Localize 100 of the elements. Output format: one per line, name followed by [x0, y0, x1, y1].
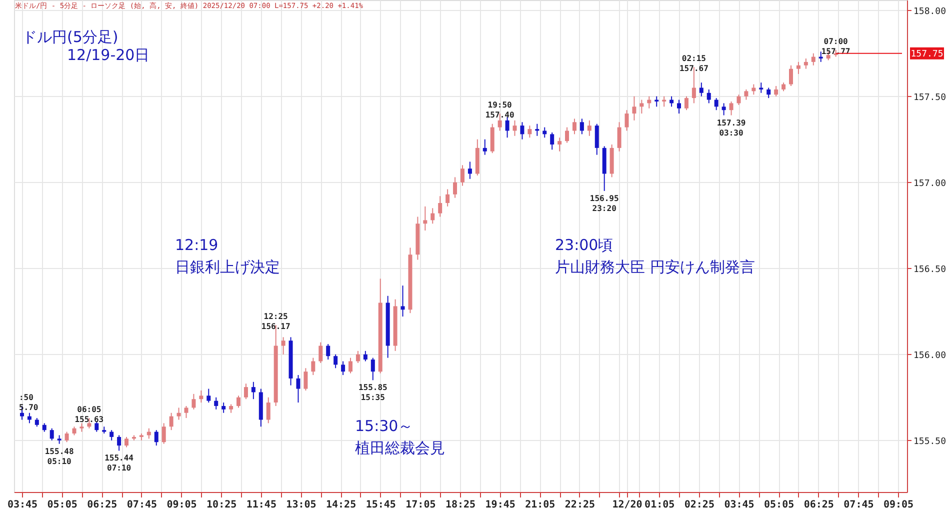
candlestick — [214, 396, 218, 410]
candlestick — [318, 342, 323, 364]
x-tick-label: 05:05 — [47, 500, 78, 510]
candlestick — [512, 120, 517, 136]
candlestick — [363, 350, 368, 362]
x-tick-label: 09:05 — [166, 500, 197, 510]
candlestick — [222, 402, 226, 414]
candlestick — [64, 431, 69, 443]
candlestick — [251, 381, 256, 400]
x-tick-label: 22:25 — [564, 500, 596, 510]
candlestick — [176, 407, 181, 420]
candlestick — [244, 383, 248, 400]
candlestick — [804, 58, 808, 70]
x-tick-label: 05:05 — [764, 500, 794, 510]
candlestick — [542, 126, 547, 138]
x-tick-label: 17:05 — [406, 500, 436, 510]
candlestick — [266, 396, 270, 424]
annotation: 日銀利上げ決定 — [175, 258, 280, 276]
candlestick — [311, 357, 316, 376]
candlestick — [565, 126, 570, 144]
candlestick — [580, 118, 584, 135]
candlestick — [594, 123, 599, 156]
x-tick-label: 14:25 — [326, 500, 356, 510]
candlestick — [423, 206, 428, 232]
annotation: 155.48 05:10 — [44, 446, 74, 466]
candlestick — [199, 390, 204, 404]
candlestick — [446, 188, 450, 207]
x-tick-label: 03:45 — [724, 500, 754, 510]
candlestick — [296, 374, 300, 404]
candlestick — [370, 357, 375, 381]
candlestick — [400, 285, 405, 318]
candlestick — [50, 428, 54, 441]
candlestick — [744, 88, 748, 100]
x-tick-label: 07:45 — [844, 500, 874, 510]
candlestick — [729, 100, 734, 116]
candlestick — [124, 436, 129, 448]
candlestick — [677, 99, 682, 114]
candlestick — [796, 61, 800, 74]
annotation: 02:15 157.67 — [679, 54, 709, 74]
y-tick-label: 156.50 — [914, 264, 946, 275]
candlestick — [162, 422, 166, 444]
y-tick-label: 156.00 — [914, 350, 946, 361]
candlestick — [117, 434, 122, 452]
annotation: 19:50 157.40 — [485, 100, 514, 120]
candlestick — [528, 125, 532, 138]
candlestick — [326, 344, 330, 360]
text: ドル円(5分足) 12/19-20日 — [22, 28, 150, 64]
candlestick — [468, 161, 472, 180]
candlestick — [699, 82, 704, 97]
candlestick — [617, 122, 622, 152]
candlestick — [722, 102, 726, 116]
candlestick — [206, 388, 211, 404]
candlestick — [110, 430, 114, 441]
annotation: 12:19 — [175, 236, 218, 254]
x-tick-label: 21:05 — [525, 500, 556, 510]
y-tick-label: 155.50 — [914, 436, 946, 447]
x-tick-label: 15:45 — [366, 500, 396, 510]
x-tick-label: 19:45 — [485, 500, 516, 510]
x-tick-label: 01:05 — [644, 500, 675, 510]
ref-line-label: 157.75 — [910, 49, 944, 60]
candlestick — [505, 116, 510, 138]
y-tick-label: 158.00 — [914, 6, 946, 17]
candlestick — [482, 138, 487, 156]
candlestick — [356, 350, 360, 364]
candlestick — [430, 208, 435, 224]
x-tick-label: 06:25 — [87, 500, 118, 510]
candlestick — [811, 52, 816, 66]
candlestick — [154, 430, 158, 446]
candlestick — [752, 84, 756, 96]
x-tick-label: 12/20 — [612, 500, 642, 510]
x-tick-label: 03:45 — [7, 500, 38, 510]
candlestick — [587, 120, 592, 136]
annotation: 156.95 23:20 — [590, 194, 619, 213]
candlestick — [184, 405, 188, 419]
candlestick — [572, 118, 576, 135]
annotation: 15:30～ — [355, 417, 414, 435]
candlestick — [460, 164, 464, 186]
candlestick — [706, 88, 711, 104]
candlestick — [759, 82, 764, 94]
x-tick-label: 09:05 — [883, 500, 914, 510]
candlestick — [94, 420, 99, 432]
candlestick — [453, 176, 458, 198]
candlestick — [736, 94, 741, 106]
candlestick — [558, 137, 562, 152]
candlestick — [341, 360, 346, 376]
annotation: 155.44 07:10 — [104, 454, 134, 473]
annotation: 07:00 157.77 — [821, 36, 850, 56]
candlestick — [169, 412, 174, 431]
annotation: 12:25 156.17 — [261, 312, 290, 332]
candlestick — [550, 132, 554, 150]
candlestick — [192, 393, 196, 410]
candlestick — [789, 64, 794, 87]
candlestick — [520, 122, 524, 140]
x-tick-label: 06:25 — [804, 500, 834, 510]
x-tick-label: 11:45 — [246, 500, 276, 510]
x-tick-label: 18:25 — [445, 500, 476, 510]
candlestick — [624, 110, 629, 132]
candlestick — [348, 357, 352, 374]
annotation: 23:00頃 — [555, 236, 614, 254]
y-tick-label: 157.00 — [914, 178, 946, 189]
